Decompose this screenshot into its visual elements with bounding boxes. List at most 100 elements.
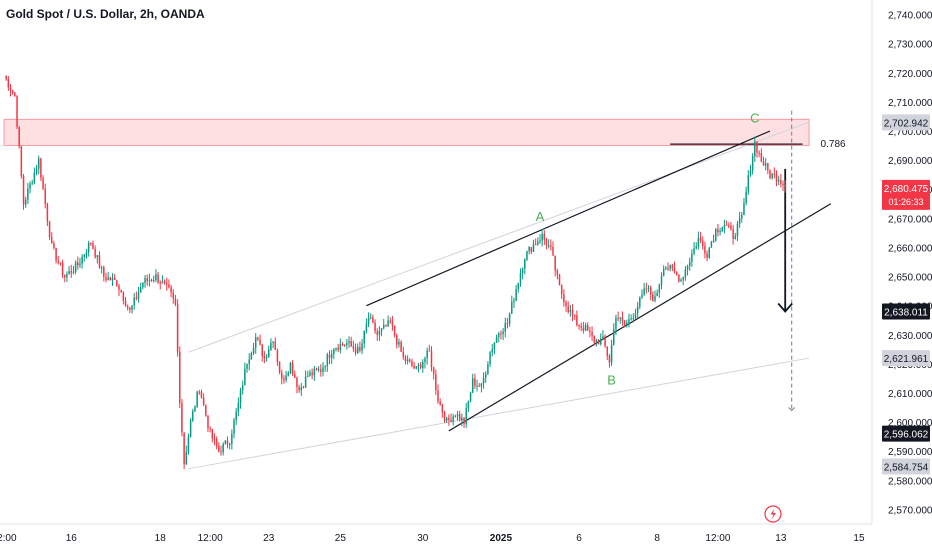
candle bbox=[717, 223, 719, 237]
y-tick-label: 2,700.000 bbox=[888, 127, 932, 138]
candle bbox=[602, 330, 604, 340]
candle bbox=[456, 411, 459, 421]
candle bbox=[222, 442, 224, 456]
candle bbox=[467, 400, 470, 413]
candle bbox=[9, 84, 12, 97]
candle bbox=[22, 174, 25, 210]
candle bbox=[53, 240, 55, 250]
candle bbox=[300, 383, 303, 396]
candle bbox=[498, 331, 500, 343]
candle bbox=[424, 356, 426, 369]
candle bbox=[233, 417, 235, 439]
candle bbox=[654, 290, 656, 303]
candle bbox=[675, 271, 678, 276]
candle bbox=[68, 266, 70, 275]
drawings-layer: 0.786 bbox=[188, 110, 846, 470]
candle bbox=[265, 354, 268, 362]
candle bbox=[613, 323, 615, 346]
candle bbox=[27, 182, 29, 204]
candle bbox=[441, 403, 444, 418]
candle bbox=[771, 172, 773, 180]
candle bbox=[589, 327, 591, 338]
candle bbox=[298, 384, 300, 393]
candle bbox=[48, 220, 51, 240]
candle bbox=[252, 342, 255, 356]
candle bbox=[246, 363, 248, 373]
candle bbox=[155, 269, 157, 283]
candle bbox=[645, 282, 648, 294]
candle bbox=[61, 259, 64, 279]
candle bbox=[430, 346, 433, 372]
candle bbox=[363, 330, 365, 349]
candle bbox=[534, 238, 537, 246]
price-label-red: 2,680.475 01:26:33 bbox=[882, 179, 930, 210]
candle bbox=[72, 265, 75, 275]
candle bbox=[228, 442, 231, 450]
candle bbox=[406, 355, 409, 365]
candle bbox=[100, 265, 103, 274]
candle bbox=[64, 274, 66, 283]
candle bbox=[129, 306, 131, 313]
candle bbox=[756, 141, 758, 158]
candle bbox=[237, 397, 240, 417]
candle bbox=[59, 262, 62, 266]
candle bbox=[634, 308, 637, 319]
candle bbox=[532, 239, 535, 252]
candle bbox=[341, 342, 344, 347]
y-tick-label: 2,570.000 bbox=[888, 505, 932, 516]
candle bbox=[552, 241, 554, 256]
candle bbox=[270, 338, 272, 351]
candle bbox=[543, 230, 546, 245]
candle bbox=[465, 402, 467, 428]
candle bbox=[600, 333, 602, 346]
candle bbox=[183, 432, 185, 470]
countdown-text: 01:26:33 bbox=[888, 197, 923, 207]
candle bbox=[528, 246, 530, 255]
candle bbox=[374, 319, 376, 334]
candle bbox=[719, 227, 721, 236]
candle bbox=[103, 265, 105, 282]
candle bbox=[513, 297, 515, 308]
candle bbox=[560, 284, 563, 300]
candle bbox=[723, 219, 726, 234]
candle bbox=[782, 180, 784, 192]
time-axis[interactable]: 12:00 16 18 12:00 23 25 30 2025 6 8 12:00 13 15 bbox=[0, 533, 865, 544]
candle bbox=[480, 382, 483, 393]
candle bbox=[584, 322, 587, 332]
candle bbox=[133, 293, 135, 310]
candle bbox=[708, 247, 710, 259]
candle bbox=[558, 273, 561, 286]
candle bbox=[413, 361, 415, 370]
y-tick-label: 2,580.000 bbox=[888, 476, 932, 487]
candle bbox=[107, 272, 109, 281]
x-tick-label: 2025 bbox=[490, 533, 513, 544]
candle bbox=[315, 367, 318, 371]
candle bbox=[213, 433, 216, 446]
candle bbox=[630, 314, 632, 321]
candle bbox=[615, 314, 617, 336]
candle bbox=[591, 326, 593, 341]
candle bbox=[758, 150, 760, 158]
candle bbox=[254, 333, 257, 354]
candle bbox=[667, 262, 669, 272]
candle bbox=[116, 279, 118, 287]
candle bbox=[682, 276, 684, 286]
x-tick-label: 18 bbox=[155, 533, 167, 544]
y-tick-label: 2,660.000 bbox=[888, 243, 932, 254]
candle bbox=[565, 300, 567, 312]
candle bbox=[144, 275, 146, 288]
candle bbox=[777, 175, 780, 186]
lightning-icon[interactable] bbox=[764, 505, 782, 523]
candle bbox=[715, 228, 717, 242]
candle bbox=[96, 255, 99, 264]
x-tick-label: 12:00 bbox=[0, 533, 17, 544]
candle bbox=[443, 410, 446, 423]
candle bbox=[335, 347, 337, 352]
candle bbox=[224, 440, 227, 445]
candle bbox=[7, 76, 10, 91]
candle bbox=[139, 282, 142, 293]
candle bbox=[24, 196, 27, 208]
candle bbox=[196, 390, 198, 408]
candle bbox=[482, 372, 485, 389]
